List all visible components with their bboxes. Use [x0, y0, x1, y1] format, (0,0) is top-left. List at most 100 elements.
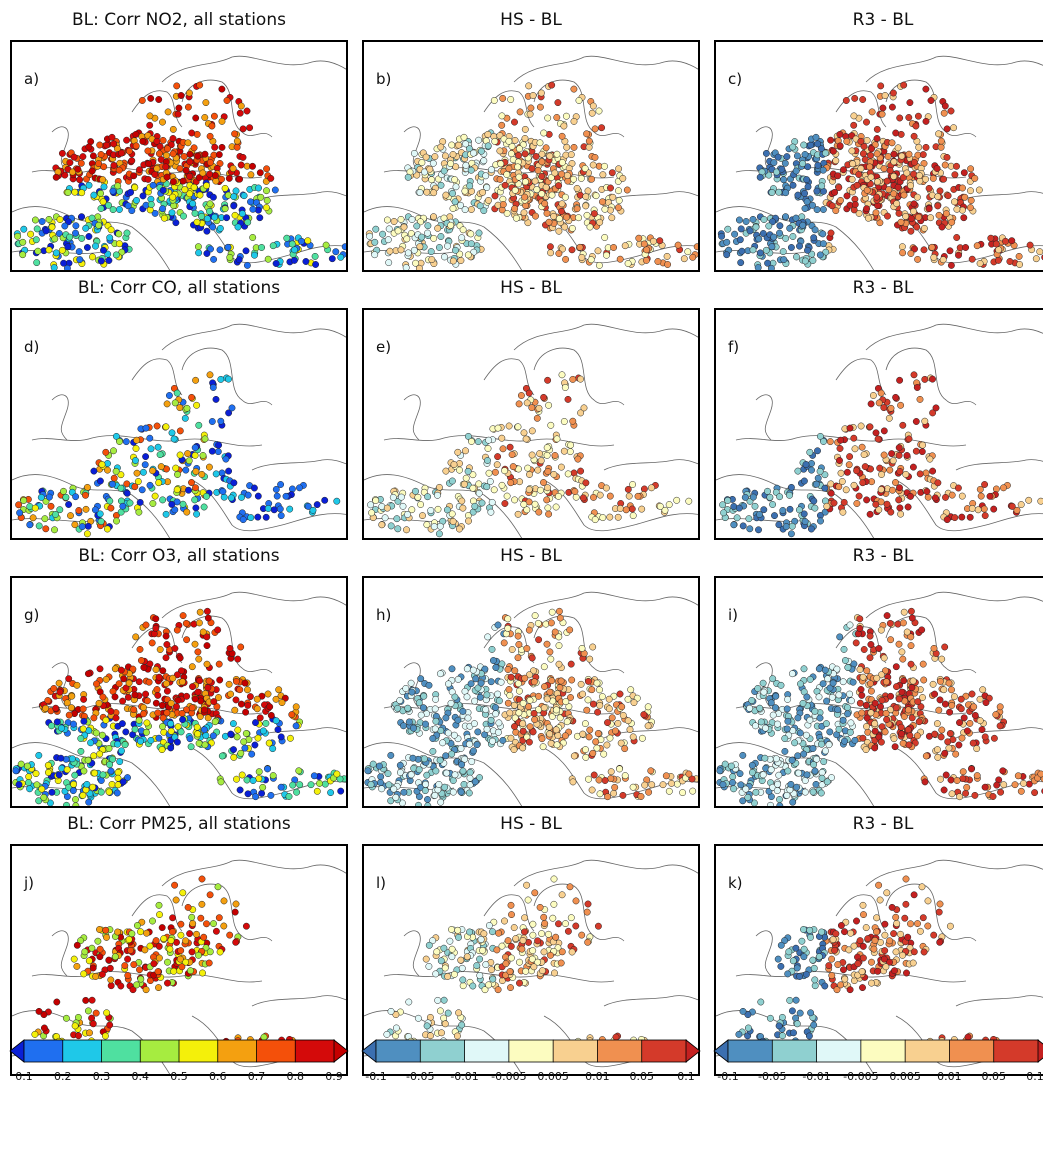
station-marker — [531, 612, 539, 620]
station-marker — [227, 690, 235, 698]
station-marker — [794, 714, 802, 722]
station-marker — [403, 235, 411, 243]
station-marker — [841, 737, 848, 745]
station-marker — [519, 727, 527, 735]
station-marker — [931, 494, 939, 502]
station-marker — [192, 468, 200, 475]
station-marker — [922, 143, 930, 151]
station-marker — [789, 181, 797, 189]
station-marker — [84, 670, 92, 678]
station-marker — [1002, 237, 1009, 245]
station-marker — [244, 686, 251, 694]
station-marker — [167, 699, 175, 707]
station-marker — [782, 189, 790, 197]
station-marker — [469, 666, 477, 674]
station-marker — [535, 508, 543, 516]
station-marker — [476, 202, 484, 210]
station-marker — [194, 243, 202, 251]
station-marker — [900, 677, 908, 685]
station-marker — [511, 205, 519, 213]
station-marker — [912, 447, 920, 455]
station-marker — [514, 423, 522, 431]
station-marker — [536, 103, 544, 111]
station-marker — [879, 104, 887, 112]
station-marker — [111, 665, 119, 673]
station-marker — [431, 791, 439, 799]
station-marker — [853, 500, 861, 507]
station-marker — [588, 686, 596, 694]
station-marker — [489, 737, 496, 745]
station-marker — [139, 192, 147, 200]
station-marker — [531, 177, 539, 185]
station-marker — [897, 401, 905, 409]
station-marker — [366, 232, 374, 240]
station-marker — [941, 161, 949, 169]
station-marker — [45, 246, 53, 254]
station-marker — [122, 684, 130, 692]
station-marker — [385, 225, 393, 233]
station-marker — [163, 641, 171, 648]
station-marker — [174, 696, 182, 704]
station-marker — [200, 726, 208, 734]
station-marker — [561, 732, 569, 740]
station-marker — [415, 264, 423, 270]
station-marker — [234, 655, 242, 663]
station-marker — [462, 474, 470, 482]
station-marker — [249, 777, 257, 784]
station-marker — [179, 612, 187, 620]
station-marker — [381, 514, 389, 522]
station-marker — [417, 501, 425, 508]
coastline — [543, 747, 698, 800]
station-marker — [573, 205, 581, 213]
station-marker — [915, 143, 923, 151]
station-marker — [171, 645, 179, 652]
station-marker — [129, 665, 137, 673]
station-marker — [893, 200, 901, 208]
station-marker — [585, 137, 593, 145]
station-marker — [968, 505, 976, 512]
station-marker — [976, 695, 984, 703]
station-marker — [885, 414, 893, 422]
station-marker — [1037, 497, 1043, 505]
station-marker — [182, 466, 190, 474]
station-marker — [455, 141, 463, 149]
station-marker — [863, 118, 870, 126]
station-marker — [792, 167, 800, 175]
station-marker — [221, 184, 229, 192]
station-marker — [66, 233, 74, 241]
station-marker — [152, 666, 160, 673]
station-marker — [372, 497, 380, 504]
station-marker — [990, 505, 998, 513]
station-marker — [987, 234, 995, 242]
station-marker — [855, 209, 863, 217]
station-marker — [867, 709, 875, 717]
station-marker — [823, 697, 831, 705]
station-marker — [162, 680, 170, 688]
station-marker — [476, 693, 484, 701]
station-marker — [463, 665, 471, 673]
station-marker — [769, 501, 777, 508]
station-marker — [729, 773, 737, 781]
station-marker — [514, 510, 522, 518]
station-marker — [507, 479, 515, 487]
station-marker — [20, 225, 28, 233]
station-marker — [141, 461, 149, 469]
station-marker — [112, 251, 120, 259]
station-marker — [934, 202, 942, 210]
station-marker — [826, 728, 834, 736]
station-marker — [948, 491, 956, 499]
station-marker — [905, 114, 913, 121]
station-marker — [849, 160, 857, 168]
station-marker — [1008, 237, 1016, 245]
station-marker — [813, 206, 821, 214]
station-marker — [457, 788, 465, 796]
station-marker — [604, 719, 611, 727]
station-marker — [17, 760, 25, 768]
station-marker — [78, 234, 86, 242]
station-marker — [262, 719, 270, 727]
station-marker — [244, 701, 252, 709]
station-marker — [163, 151, 170, 159]
station-marker — [467, 680, 475, 688]
coastline — [251, 727, 346, 739]
station-marker — [801, 777, 809, 784]
